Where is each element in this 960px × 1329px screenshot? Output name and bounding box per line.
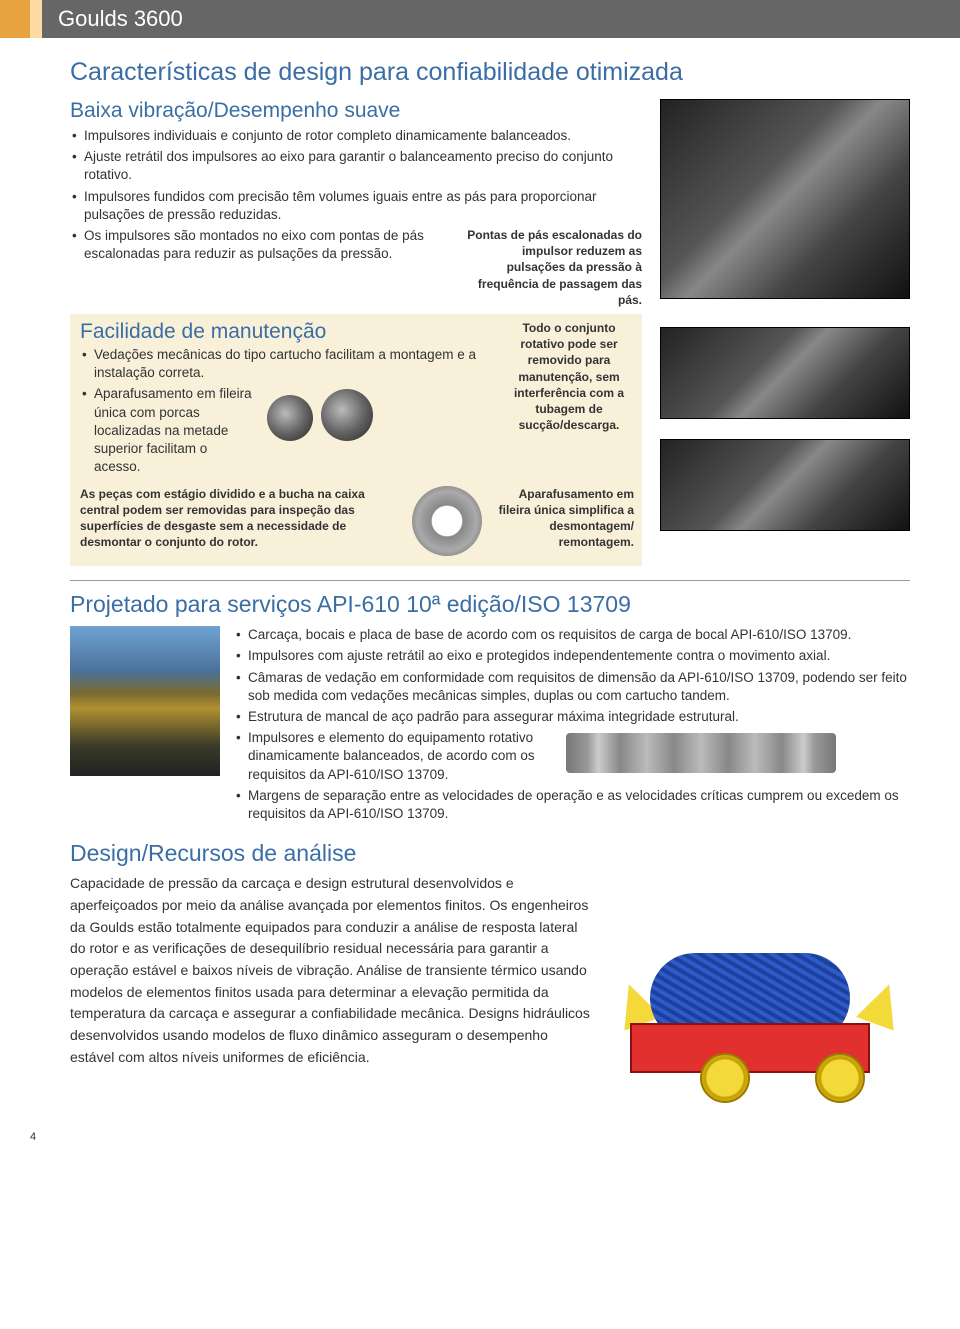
rotating-assy-caption: Todo o conjunto rotativo pode ser removi… [504, 320, 634, 433]
api-bullet: Margens de separação entre as velocidade… [234, 787, 910, 823]
page-number: 4 [30, 1131, 910, 1143]
vibration-bullets-wrap: Impulsores individuais e conjunto de rot… [70, 127, 642, 566]
header-stripe-light [30, 0, 42, 38]
fea-wheel-icon [700, 1053, 750, 1103]
main-heading: Características de design para confiabil… [70, 58, 910, 87]
ring-icon [412, 486, 482, 556]
seal-images [267, 389, 373, 441]
maintenance-left: Facilidade de manutenção Vedações mecâni… [80, 320, 492, 480]
maintenance-bottom-row: As peças com estágio dividido e a bucha … [80, 486, 634, 556]
maintenance-bullet: Vedações mecânicas do tipo cartucho faci… [80, 346, 492, 382]
vibration-last-row: Os impulsores são montados no eixo com p… [70, 227, 642, 308]
section-vibration-row: Baixa vibração/Desempenho suave Impulsor… [70, 99, 910, 566]
design-body: Capacidade de pressão da carcaça e desig… [70, 873, 592, 1068]
vibration-body-row: Impulsores individuais e conjunto de rot… [70, 127, 642, 566]
api-bullet6-wrap: Margens de separação entre as velocidade… [234, 787, 910, 823]
vibration-bullet: Impulsores individuais e conjunto de rot… [70, 127, 642, 145]
shaft-image [566, 733, 836, 773]
maintenance-seal-row: Aparafusamento em fileira única com porc… [80, 385, 492, 479]
fea-model-image [610, 893, 910, 1113]
api-bullet5-wrap: Impulsores e elemento do equipamento rot… [234, 729, 554, 787]
api-shaft-row: Impulsores e elemento do equipamento rot… [234, 729, 910, 787]
single-row-bolting-caption: Aparafusamento em fileira única simplifi… [494, 486, 634, 551]
maintenance-bullet2-wrap: Aparafusamento em fileira única com porc… [80, 385, 255, 479]
api-bullet: Estrutura de mancal de aço padrão para a… [234, 708, 910, 726]
api-bullet: Carcaça, bocais e placa de base de acord… [234, 626, 910, 644]
maintenance-row: Facilidade de manutenção Vedações mecâni… [80, 320, 634, 480]
vibration-bullet-last-wrap: Os impulsores são montados no eixo com p… [70, 227, 455, 266]
maintenance-bullets: Vedações mecânicas do tipo cartucho faci… [80, 346, 492, 382]
split-stage-row: As peças com estágio dividido e a bucha … [80, 486, 482, 556]
api-bullet: Câmaras de vedação em conformidade com r… [234, 669, 910, 705]
vibration-bullet: Impulsores fundidos com precisão têm vol… [70, 188, 642, 224]
page-content: Características de design para confiabil… [0, 38, 960, 1163]
impeller-vane-caption: Pontas de pás escalonadas do impulsor re… [467, 227, 642, 308]
right-photo-column [660, 99, 910, 566]
seal-icon [321, 389, 373, 441]
maintenance-highlight: Facilidade de manutenção Vedações mecâni… [70, 314, 642, 566]
impeller-photo [660, 99, 910, 299]
vibration-subheading: Baixa vibração/Desempenho suave [70, 99, 642, 123]
api-bullet: Impulsores e elemento do equipamento rot… [234, 729, 554, 784]
separator [70, 580, 910, 582]
fea-wheel-icon [815, 1053, 865, 1103]
api-heading: Projetado para serviços API-610 10ª ediç… [70, 591, 910, 618]
rotating-element-photo [660, 327, 910, 419]
api-bullets-col: Carcaça, bocais e placa de base de acord… [234, 626, 910, 826]
api-row: Carcaça, bocais e placa de base de acord… [70, 626, 910, 826]
bolting-photo [660, 439, 910, 531]
api-bullet: Impulsores com ajuste retrátil ao eixo e… [234, 647, 910, 665]
design-row: Capacidade de pressão da carcaça e desig… [70, 873, 910, 1113]
split-stage-caption: As peças com estágio dividido e a bucha … [80, 486, 400, 551]
refinery-photo [70, 626, 220, 776]
maintenance-bullet: Aparafusamento em fileira única com porc… [80, 385, 255, 476]
api-bullets: Carcaça, bocais e placa de base de acord… [234, 626, 910, 726]
header-bar: Goulds 3600 [0, 0, 960, 38]
seal-icon [267, 395, 313, 441]
section-vibration-left: Baixa vibração/Desempenho suave Impulsor… [70, 99, 642, 566]
vibration-bullets: Impulsores individuais e conjunto de rot… [70, 127, 642, 224]
header-stripe-orange [0, 0, 30, 38]
vibration-bullet: Os impulsores são montados no eixo com p… [70, 227, 455, 263]
design-heading: Design/Recursos de análise [70, 840, 910, 867]
vibration-bullet: Ajuste retrátil dos impulsores ao eixo p… [70, 148, 642, 184]
header-title: Goulds 3600 [42, 0, 199, 38]
maintenance-subheading: Facilidade de manutenção [80, 320, 492, 344]
